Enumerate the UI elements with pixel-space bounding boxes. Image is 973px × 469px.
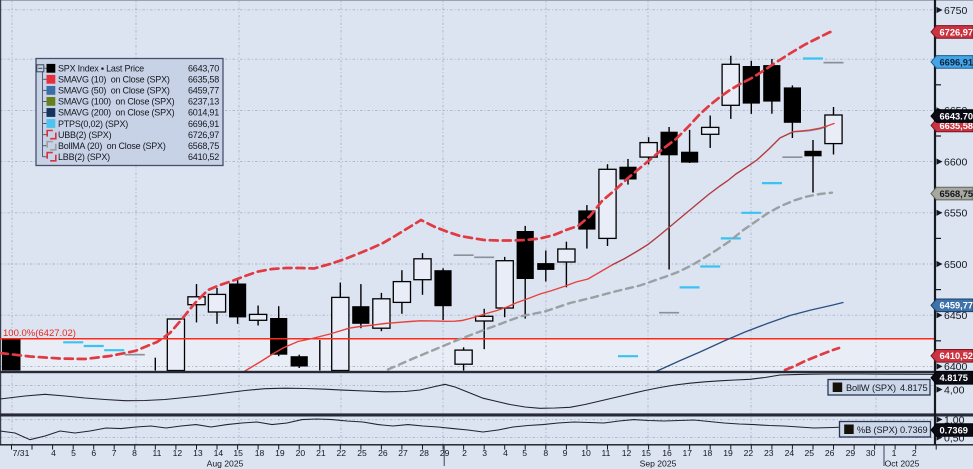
svg-text:6400: 6400 [944, 361, 968, 373]
svg-text:6600: 6600 [944, 156, 968, 168]
svg-text:6: 6 [91, 448, 96, 458]
svg-text:28: 28 [419, 448, 429, 458]
svg-text:BollMA (20) on Close (SPX): BollMA (20) on Close (SPX) [58, 141, 166, 151]
svg-text:18: 18 [703, 448, 713, 458]
svg-text:UBB(2) (SPX): UBB(2) (SPX) [58, 130, 112, 140]
svg-text:6643.70: 6643.70 [940, 112, 973, 122]
svg-text:LBB(2) (SPX): LBB(2) (SPX) [58, 152, 110, 162]
svg-text:18: 18 [255, 448, 265, 458]
svg-text:21: 21 [316, 448, 326, 458]
svg-text:22: 22 [337, 448, 347, 458]
svg-text:6410,52: 6410,52 [188, 152, 219, 162]
svg-text:13: 13 [193, 448, 203, 458]
svg-text:5: 5 [522, 448, 527, 458]
svg-text:29: 29 [440, 448, 450, 458]
svg-text:10: 10 [581, 448, 591, 458]
svg-text:0.7369: 0.7369 [900, 425, 928, 435]
svg-text:19: 19 [275, 448, 285, 458]
svg-text:26: 26 [825, 448, 835, 458]
svg-text:Sep 2025: Sep 2025 [640, 458, 677, 468]
svg-text:PTPS(0,02) (SPX): PTPS(0,02) (SPX) [58, 119, 128, 129]
svg-text:14: 14 [214, 448, 224, 458]
svg-text:Oct 2025: Oct 2025 [885, 458, 920, 468]
svg-text:8: 8 [132, 448, 137, 458]
svg-text:6459,77: 6459,77 [188, 86, 219, 96]
svg-text:7/31: 7/31 [13, 448, 30, 458]
svg-text:4: 4 [503, 448, 508, 458]
svg-text:SMAVG (200) on Close (SPX): SMAVG (200) on Close (SPX) [58, 108, 175, 118]
svg-text:25: 25 [805, 448, 815, 458]
svg-text:26: 26 [378, 448, 388, 458]
svg-text:6550: 6550 [944, 208, 968, 220]
svg-text:BollW (SPX): BollW (SPX) [846, 383, 896, 393]
svg-text:2: 2 [462, 448, 467, 458]
svg-text:25: 25 [357, 448, 367, 458]
svg-text:6568,75: 6568,75 [188, 141, 219, 151]
svg-text:4.8175: 4.8175 [940, 373, 968, 383]
svg-text:6500: 6500 [944, 259, 968, 271]
svg-text:%B (SPX): %B (SPX) [857, 425, 898, 435]
svg-text:7: 7 [112, 448, 117, 458]
svg-text:6237,13: 6237,13 [188, 97, 219, 107]
svg-text:4,00: 4,00 [944, 384, 965, 396]
svg-text:2: 2 [912, 448, 917, 458]
svg-text:6459,77: 6459,77 [940, 301, 973, 311]
svg-text:12: 12 [622, 448, 632, 458]
svg-text:17: 17 [683, 448, 693, 458]
svg-text:11: 11 [602, 448, 611, 458]
svg-text:5: 5 [71, 448, 76, 458]
svg-text:6643,70: 6643,70 [188, 64, 219, 74]
svg-text:19: 19 [723, 448, 733, 458]
svg-text:16: 16 [662, 448, 672, 458]
svg-text:15: 15 [233, 448, 243, 458]
svg-text:6635,58: 6635,58 [940, 121, 973, 131]
svg-text:6014,91: 6014,91 [188, 108, 219, 118]
svg-text:3: 3 [482, 448, 487, 458]
svg-text:Aug 2025: Aug 2025 [207, 458, 244, 468]
svg-text:27: 27 [398, 448, 408, 458]
svg-text:4: 4 [51, 448, 56, 458]
svg-text:20: 20 [296, 448, 306, 458]
svg-text:8: 8 [543, 448, 548, 458]
svg-text:SMAVG (10) on Close (SPX): SMAVG (10) on Close (SPX) [58, 75, 170, 85]
svg-text:6450: 6450 [944, 310, 968, 322]
svg-text:4.8175: 4.8175 [900, 383, 928, 393]
svg-text:SPX Index ▪ Last Price: SPX Index ▪ Last Price [58, 64, 144, 74]
svg-text:6696,91: 6696,91 [940, 57, 973, 67]
svg-text:30: 30 [866, 448, 876, 458]
svg-text:29: 29 [846, 448, 856, 458]
svg-text:100.0%(6427.02): 100.0%(6427.02) [3, 328, 76, 339]
svg-text:12: 12 [173, 448, 183, 458]
svg-text:0.7369: 0.7369 [940, 425, 968, 435]
svg-text:15: 15 [641, 448, 651, 458]
svg-text:6750: 6750 [944, 5, 968, 17]
svg-text:SMAVG (100) on Close (SPX): SMAVG (100) on Close (SPX) [58, 97, 175, 107]
svg-text:9: 9 [563, 448, 568, 458]
svg-text:6410,52: 6410,52 [940, 351, 973, 361]
svg-text:22: 22 [744, 448, 754, 458]
svg-text:6726,97: 6726,97 [940, 27, 973, 37]
svg-text:6568,75: 6568,75 [940, 189, 973, 199]
svg-text:6726,97: 6726,97 [188, 130, 219, 140]
svg-text:1: 1 [892, 448, 897, 458]
svg-text:SMAVG (50) on Close (SPX): SMAVG (50) on Close (SPX) [58, 86, 170, 96]
svg-text:6696,91: 6696,91 [188, 119, 219, 129]
svg-text:6635,58: 6635,58 [188, 75, 219, 85]
svg-text:23: 23 [764, 448, 774, 458]
svg-text:24: 24 [785, 448, 795, 458]
svg-text:11: 11 [153, 448, 162, 458]
